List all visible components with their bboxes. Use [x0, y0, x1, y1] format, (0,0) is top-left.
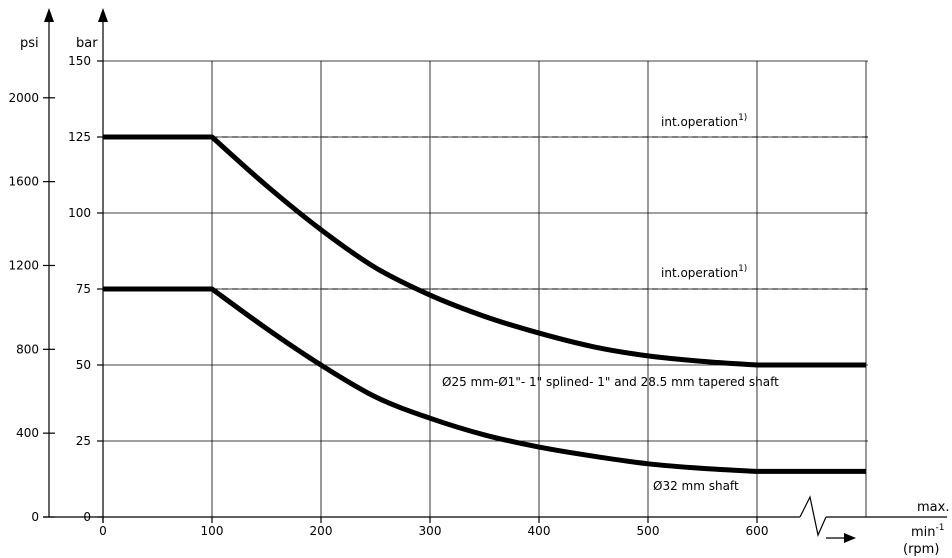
bar-tick-label-75: 75 [76, 282, 91, 296]
psi-tick-label-1200: 1200 [8, 258, 39, 272]
bar-tick-label-125: 125 [68, 130, 91, 144]
series-label-32mm: Ø32 mm shaft [653, 479, 739, 493]
x-axis-unit-label: min-1 [911, 523, 945, 540]
bar-tick-label-0: 0 [83, 510, 91, 524]
tick-labels: 0 25 50 75 100 125 150 0 400 800 1200 1600 2000 0 100 2… [8, 54, 768, 538]
bar-tick-label-100: 100 [68, 206, 91, 220]
curve-25mm-shaft [103, 134, 866, 368]
rpm-arrow-head [844, 533, 856, 543]
x-axis-rpm-label: (rpm) [903, 542, 939, 557]
psi-tick-label-2000: 2000 [8, 91, 39, 105]
x-tick-label-200: 200 [310, 524, 333, 538]
curves [103, 134, 866, 474]
ref-label-upper: int.operation1) [661, 113, 747, 129]
psi-tick-label-800: 800 [16, 342, 39, 356]
bar-tick-label-25: 25 [76, 434, 91, 448]
x-tick-label-600: 600 [746, 524, 769, 538]
x-tick-label-300: 300 [419, 524, 442, 538]
bar-tick-label-50: 50 [76, 358, 91, 372]
x-tick-label-0: 0 [99, 524, 107, 538]
bar-axis-title: bar [76, 36, 98, 51]
bar-tick-label-150: 150 [68, 54, 91, 68]
x-tick-label-400: 400 [528, 524, 551, 538]
psi-tick-label-1600: 1600 [8, 175, 39, 189]
x-tick-label-100: 100 [201, 524, 224, 538]
psi-axis-title: psi [20, 36, 39, 51]
psi-tick-label-0: 0 [31, 510, 39, 524]
series-label-25mm: Ø25 mm-Ø1"- 1" splined- 1" and 28.5 mm t… [442, 375, 779, 389]
axes [43, 8, 947, 543]
curve-32mm-shaft [103, 286, 866, 474]
x-axis-max-label: max. [917, 500, 949, 515]
psi-axis-arrow [44, 8, 54, 22]
x-tick-label-500: 500 [637, 524, 660, 538]
bar-axis-arrow [98, 8, 108, 22]
ref-label-lower: int.operation1) [661, 264, 747, 280]
axis-break-symbol [799, 495, 827, 537]
psi-tick-label-400: 400 [16, 426, 39, 440]
